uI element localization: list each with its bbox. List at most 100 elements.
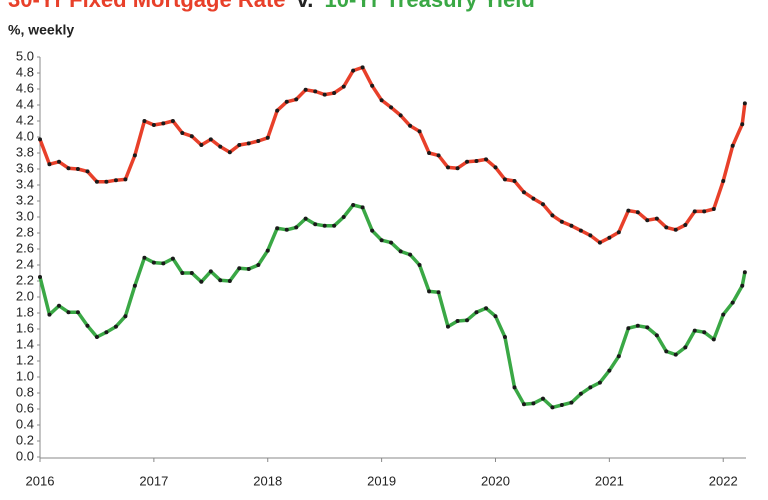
- data-point: [692, 328, 697, 333]
- data-point: [645, 325, 650, 330]
- data-point: [313, 89, 318, 94]
- y-tick-label: 1.2: [16, 352, 34, 367]
- x-tick-label: 2016: [26, 473, 55, 488]
- y-tick-label: 3.0: [16, 208, 34, 223]
- data-point: [427, 289, 432, 294]
- data-point: [265, 248, 270, 253]
- data-point: [66, 166, 71, 171]
- data-point: [332, 223, 337, 228]
- data-point: [550, 405, 555, 410]
- y-tick-label: 3.6: [16, 160, 34, 175]
- y-tick-label: 0.2: [16, 432, 34, 447]
- data-point: [607, 368, 612, 373]
- data-point: [398, 113, 403, 118]
- data-point: [730, 300, 735, 305]
- y-tick-label: 3.4: [16, 176, 34, 191]
- data-point: [559, 403, 564, 407]
- data-point: [180, 271, 185, 275]
- data-point: [484, 306, 489, 311]
- data-point: [218, 278, 223, 283]
- data-point: [57, 159, 62, 164]
- y-tick-label: 0.8: [16, 384, 34, 399]
- data-point: [742, 270, 747, 275]
- data-point: [398, 249, 403, 254]
- data-point: [246, 141, 251, 146]
- data-point: [237, 143, 242, 147]
- data-point: [436, 153, 441, 158]
- data-point: [275, 226, 280, 231]
- y-tick-label: 3.8: [16, 144, 34, 159]
- data-point: [436, 290, 441, 295]
- data-point: [85, 323, 90, 328]
- data-point: [256, 263, 261, 267]
- data-point: [521, 402, 526, 407]
- subtitle: %, weekly: [8, 22, 74, 38]
- data-point: [123, 314, 128, 319]
- data-point: [199, 279, 204, 284]
- data-point: [332, 91, 337, 95]
- data-point: [199, 143, 204, 147]
- data-point: [294, 97, 299, 102]
- y-tick-label: 4.0: [16, 128, 34, 143]
- data-point: [265, 135, 270, 140]
- data-point: [389, 105, 394, 110]
- data-point: [142, 255, 147, 260]
- data-point: [616, 230, 621, 235]
- data-point: [294, 225, 299, 230]
- data-point: [664, 349, 669, 354]
- y-tick-label: 3.2: [16, 192, 34, 207]
- data-point: [370, 228, 375, 233]
- data-point: [512, 179, 517, 183]
- data-point: [445, 165, 450, 170]
- title-part: 30-Yr Fixed Mortgage Rate: [8, 0, 286, 12]
- y-tick-label: 4.4: [16, 96, 34, 111]
- data-point: [322, 223, 327, 228]
- data-point: [351, 203, 356, 207]
- data-point: [721, 312, 726, 317]
- data-point: [683, 223, 688, 227]
- data-point: [47, 312, 52, 317]
- data-point: [303, 216, 308, 221]
- data-point: [531, 401, 536, 406]
- title-part: 10-Yr Treasury Yield: [324, 0, 534, 12]
- data-point: [284, 99, 289, 104]
- data-point: [360, 205, 365, 210]
- data-point: [654, 333, 659, 338]
- data-point: [170, 256, 175, 261]
- data-point: [417, 263, 422, 267]
- y-tick-label: 2.4: [16, 256, 34, 271]
- data-point: [113, 178, 118, 183]
- data-point: [47, 162, 52, 167]
- data-point: [341, 215, 346, 219]
- data-point: [38, 137, 42, 142]
- data-point: [237, 266, 242, 271]
- data-point: [208, 269, 213, 274]
- data-point: [75, 310, 80, 315]
- data-point: [246, 267, 251, 271]
- y-tick-label: 2.0: [16, 288, 34, 303]
- data-point: [730, 143, 735, 148]
- y-tick-label: 4.2: [16, 112, 34, 127]
- data-point: [742, 101, 747, 106]
- x-tick-label: 2020: [481, 473, 510, 488]
- data-point: [493, 165, 498, 170]
- data-point: [38, 275, 42, 279]
- y-tick-label: 4.6: [16, 80, 34, 95]
- y-tick-label: 4.8: [16, 64, 34, 79]
- data-point: [161, 121, 166, 126]
- data-point: [465, 159, 470, 164]
- data-point: [104, 330, 109, 335]
- data-point: [711, 207, 716, 211]
- data-point: [664, 225, 669, 230]
- y-tick-label: 2.6: [16, 240, 34, 255]
- x-tick-label: 2018: [253, 473, 282, 488]
- data-point: [275, 108, 280, 113]
- data-point: [588, 233, 593, 238]
- data-point: [635, 323, 640, 328]
- data-point: [474, 159, 479, 163]
- data-point: [455, 319, 460, 323]
- data-point: [607, 235, 612, 240]
- data-point: [113, 324, 118, 329]
- data-point: [484, 157, 489, 162]
